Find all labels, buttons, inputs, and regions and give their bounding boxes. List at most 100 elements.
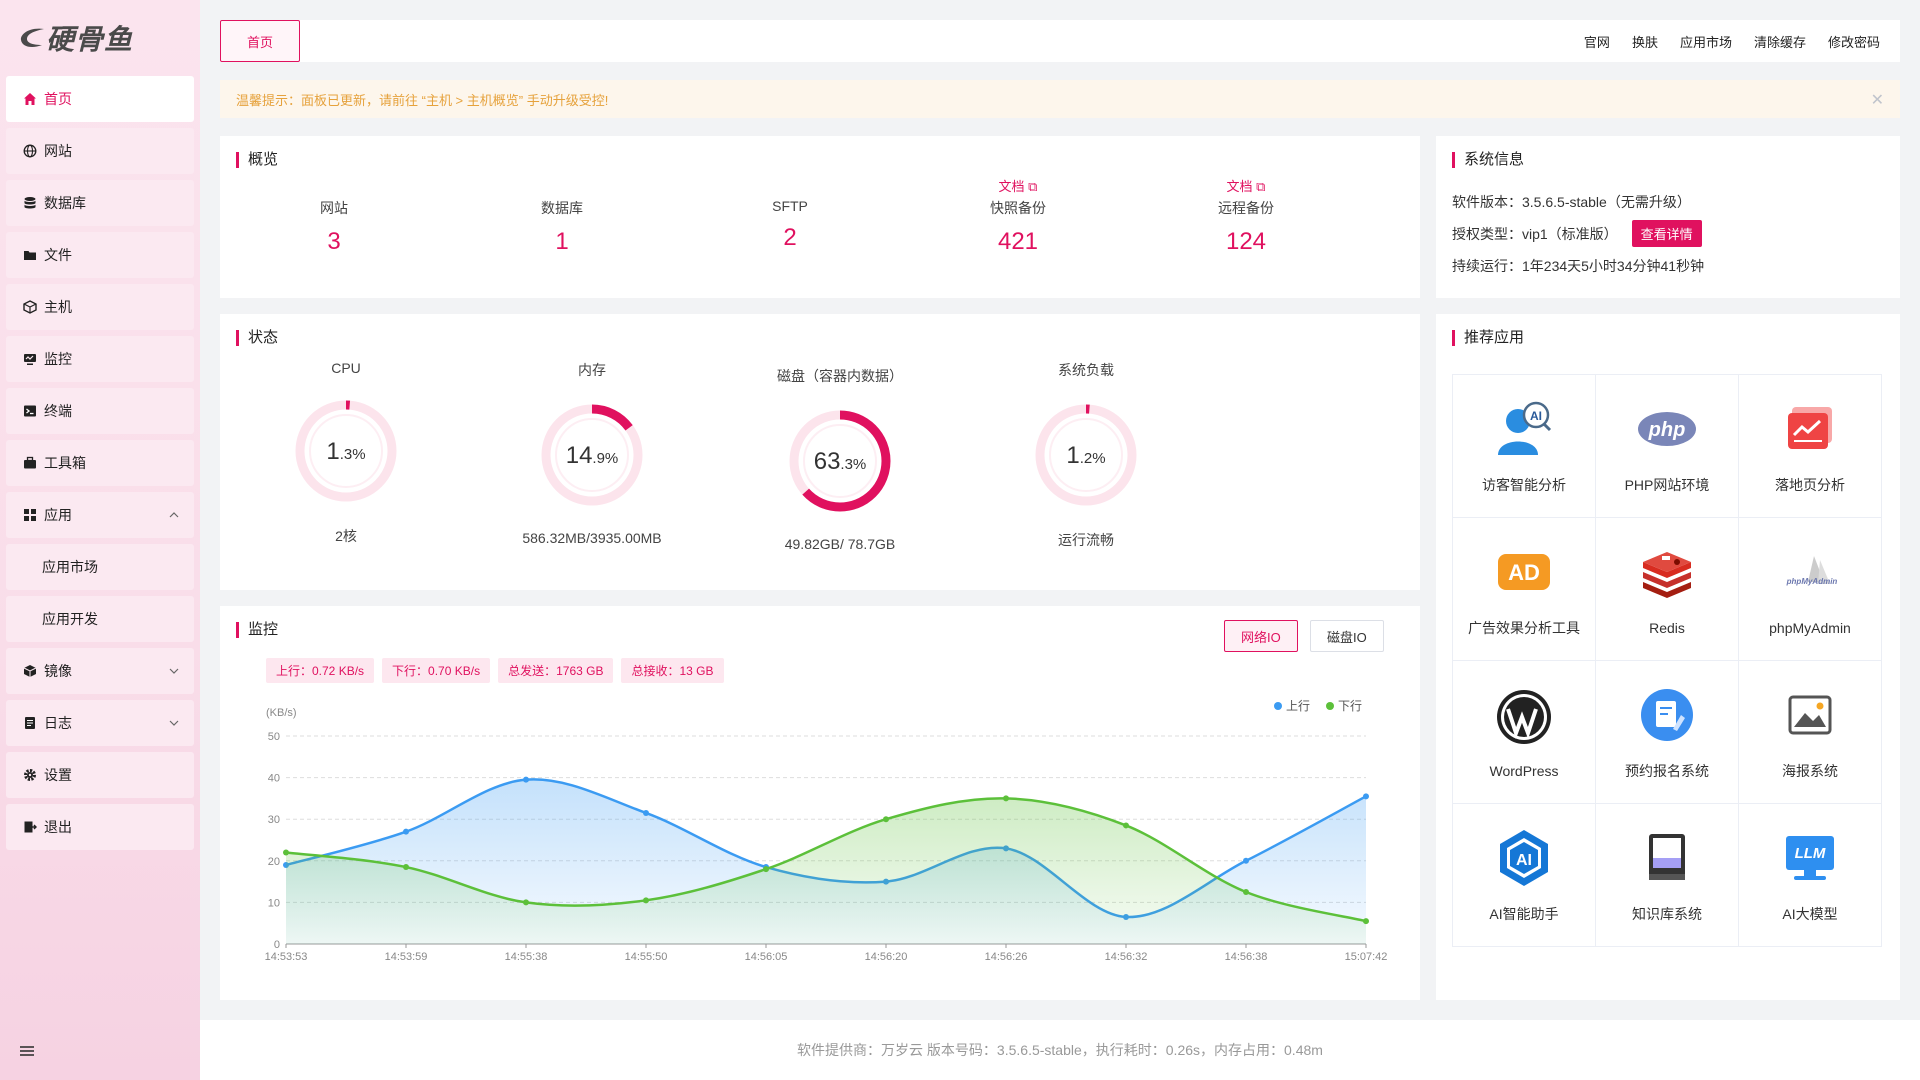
sidebar-item-app-dev[interactable]: 应用开发 bbox=[6, 596, 194, 642]
disk-io-button[interactable]: 磁盘IO bbox=[1310, 620, 1384, 652]
data-point bbox=[403, 864, 409, 871]
close-icon[interactable]: ✕ bbox=[1870, 92, 1884, 109]
visitor-ai-icon: AI bbox=[1498, 401, 1552, 455]
gauge-label: 系统负载 bbox=[1058, 362, 1114, 378]
overview-sftp[interactable]: SFTP 2 bbox=[676, 176, 904, 252]
gauge-fill bbox=[789, 410, 891, 512]
overview-remote-backup[interactable]: 文档 ⧉ 远程备份 124 bbox=[1132, 176, 1360, 256]
system-info-card: 系统信息 软件版本：3.5.6.5-stable（无需升级） 授权类型：vip1… bbox=[1436, 136, 1900, 298]
overview-title: 概览 bbox=[236, 152, 278, 168]
gauge-detail: 2核 bbox=[335, 528, 357, 544]
logo[interactable]: 硬骨鱼 bbox=[18, 16, 133, 60]
gauge-cpu: CPU 1.3% 2核 bbox=[246, 360, 446, 546]
x-tick-label: 14:53:59 bbox=[385, 951, 428, 963]
sidebar: 硬骨鱼 首页 网站 数据库 文件 主机 监控 终端 bbox=[0, 0, 200, 1080]
link-change-password[interactable]: 修改密码 bbox=[1827, 34, 1880, 50]
app-phpmyadmin[interactable]: phpMyAdmin phpMyAdmin bbox=[1739, 518, 1882, 661]
chevron-up-icon bbox=[168, 508, 180, 524]
sidebar-item-label: 文件 bbox=[44, 247, 72, 263]
app-reservation[interactable]: 预约报名系统 bbox=[1596, 661, 1739, 804]
app-name: 知识库系统 bbox=[1632, 906, 1702, 922]
data-point bbox=[1243, 889, 1249, 895]
gauge-value: 1.2% bbox=[1066, 442, 1105, 469]
tab-home[interactable]: 首页 bbox=[220, 20, 300, 62]
app-knowledge-base[interactable]: 知识库系统 bbox=[1596, 804, 1739, 947]
doc-link-label: 文档 bbox=[998, 179, 1025, 194]
overview-label: 快照备份 bbox=[990, 200, 1046, 216]
data-point bbox=[763, 866, 769, 873]
app-name: 预约报名系统 bbox=[1625, 763, 1709, 779]
app-visitor-ai[interactable]: AI 访客智能分析 bbox=[1453, 375, 1596, 518]
folder-icon bbox=[22, 247, 38, 263]
sidebar-item-settings[interactable]: 设置 bbox=[6, 752, 194, 798]
sidebar-item-app-market[interactable]: 应用市场 bbox=[6, 544, 194, 590]
phpmyadmin-icon: phpMyAdmin bbox=[1786, 556, 1838, 586]
network-io-button[interactable]: 网络IO bbox=[1224, 620, 1298, 652]
link-official-site[interactable]: 官网 bbox=[1583, 34, 1610, 50]
sidebar-item-label: 主机 bbox=[44, 299, 72, 315]
legend-label: 上行 bbox=[1286, 699, 1310, 713]
apps-title: 推荐应用 bbox=[1452, 330, 1524, 346]
overview-database[interactable]: 数据库 1 bbox=[448, 176, 676, 256]
fish-logo-icon bbox=[20, 28, 44, 48]
ad-icon: AD bbox=[1498, 554, 1550, 590]
legend-label: 下行 bbox=[1338, 699, 1362, 713]
overview-snapshot-backup[interactable]: 文档 ⧉ 快照备份 421 bbox=[904, 176, 1132, 256]
svg-text:AD: AD bbox=[1508, 560, 1540, 585]
app-ad-analysis[interactable]: AD 广告效果分析工具 bbox=[1453, 518, 1596, 661]
sidebar-item-home[interactable]: 首页 bbox=[6, 76, 194, 122]
menu-toggle-icon[interactable] bbox=[20, 1044, 34, 1062]
chevron-down-icon bbox=[168, 664, 180, 680]
gauge-fill bbox=[1035, 404, 1137, 506]
app-poster[interactable]: 海报系统 bbox=[1739, 661, 1882, 804]
app-landing-analysis[interactable]: 落地页分析 bbox=[1739, 375, 1882, 518]
top-bar: 首页 官网 换肤 应用市场 清除缓存 修改密码 bbox=[220, 20, 1900, 62]
svg-text:php: php bbox=[1648, 419, 1686, 441]
overview-value: 3 bbox=[327, 228, 341, 255]
x-tick-label: 14:56:20 bbox=[865, 951, 908, 963]
sidebar-item-database[interactable]: 数据库 bbox=[6, 180, 194, 226]
data-point bbox=[883, 816, 889, 823]
sidebar-item-logs[interactable]: 日志 bbox=[6, 700, 194, 746]
svg-text:phpMyAdmin: phpMyAdmin bbox=[1786, 577, 1838, 586]
y-tick-label: 40 bbox=[268, 773, 280, 785]
external-link-icon: ⧉ bbox=[1028, 179, 1038, 194]
sidebar-item-files[interactable]: 文件 bbox=[6, 232, 194, 278]
gauge-label: 磁盘（容器内数据） bbox=[777, 368, 903, 384]
total-received-tag: 总接收：13 GB bbox=[621, 658, 724, 683]
sidebar-item-apps[interactable]: 应用 bbox=[6, 492, 194, 538]
app-llm[interactable]: LLM AI大模型 bbox=[1739, 804, 1882, 947]
sidebar-item-images[interactable]: 镜像 bbox=[6, 648, 194, 694]
recommended-apps-card: 推荐应用 AI 访客智能分析 php PHP网站环境 落地页分析 bbox=[1436, 314, 1900, 1000]
app-wordpress[interactable]: WordPress bbox=[1453, 661, 1596, 804]
x-tick-label: 14:56:38 bbox=[1225, 951, 1268, 963]
overview-label: 数据库 bbox=[541, 200, 583, 216]
link-clear-cache[interactable]: 清除缓存 bbox=[1753, 34, 1806, 50]
data-point bbox=[523, 899, 529, 906]
gauge-inner bbox=[555, 418, 629, 492]
app-ai-assistant[interactable]: AI AI智能助手 bbox=[1453, 804, 1596, 947]
link-app-market[interactable]: 应用市场 bbox=[1679, 34, 1732, 50]
logout-icon bbox=[22, 819, 38, 835]
app-php-env[interactable]: php PHP网站环境 bbox=[1596, 375, 1739, 518]
link-skin[interactable]: 换肤 bbox=[1631, 34, 1658, 50]
y-tick-label: 0 bbox=[274, 939, 280, 951]
gauge-detail: 运行流畅 bbox=[1058, 532, 1114, 548]
sidebar-item-label: 设置 bbox=[44, 767, 72, 783]
sidebar-item-monitor[interactable]: 监控 bbox=[6, 336, 194, 382]
sidebar-item-toolbox[interactable]: 工具箱 bbox=[6, 440, 194, 486]
sidebar-item-website[interactable]: 网站 bbox=[6, 128, 194, 174]
app-redis[interactable]: Redis bbox=[1596, 518, 1739, 661]
data-point bbox=[1243, 857, 1249, 864]
overview-label: SFTP bbox=[772, 198, 808, 214]
doc-link[interactable]: 文档 ⧉ bbox=[1132, 176, 1360, 194]
doc-link[interactable]: 文档 ⧉ bbox=[904, 176, 1132, 194]
overview-website[interactable]: 网站 3 bbox=[220, 176, 448, 256]
sidebar-item-logout[interactable]: 退出 bbox=[6, 804, 194, 850]
gauge-label: CPU bbox=[331, 360, 361, 376]
data-point bbox=[403, 828, 409, 835]
sidebar-item-terminal[interactable]: 终端 bbox=[6, 388, 194, 434]
svg-text:AI: AI bbox=[1516, 852, 1532, 869]
sidebar-item-host[interactable]: 主机 bbox=[6, 284, 194, 330]
view-details-button[interactable]: 查看详情 bbox=[1631, 220, 1702, 247]
